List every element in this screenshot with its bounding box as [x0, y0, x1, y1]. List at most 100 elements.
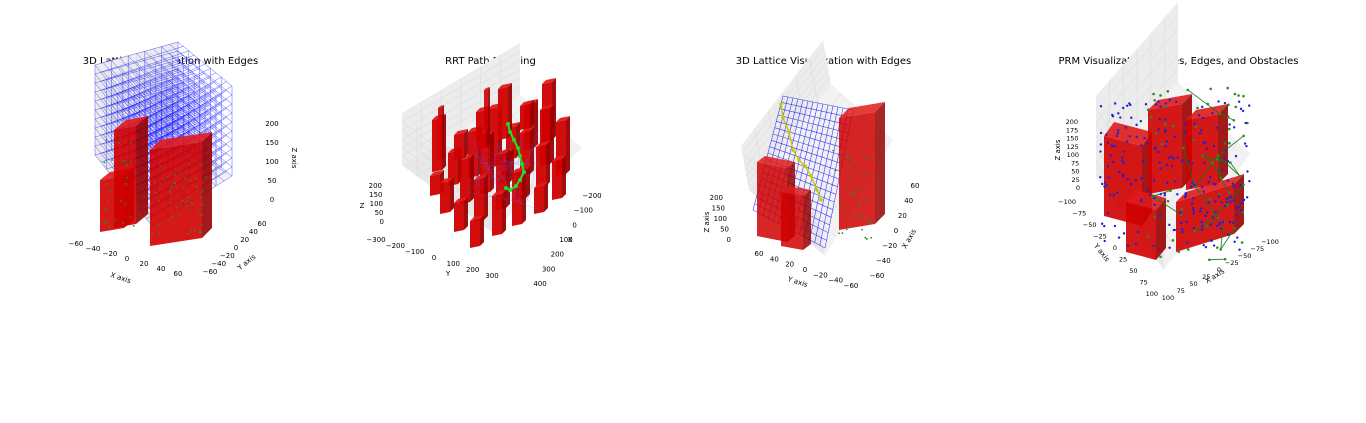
obstacle-top-face	[542, 78, 556, 84]
y-tick-label: 60	[755, 250, 764, 258]
prm-sample-node	[1109, 154, 1113, 157]
obstacle-side-face	[550, 104, 554, 164]
lattice-node	[126, 176, 128, 179]
prm-sample-node	[1237, 100, 1241, 103]
prm-node	[1208, 258, 1211, 262]
prm-sample-node	[1164, 145, 1167, 148]
prm-node	[1159, 255, 1162, 259]
prm-edge	[1182, 147, 1196, 187]
prm-sample-node	[1185, 220, 1188, 223]
prm-sample-node	[1116, 132, 1120, 135]
z-tick-label: 200	[1066, 118, 1078, 126]
lattice-node	[125, 163, 128, 166]
prm-sample-node	[1224, 149, 1227, 152]
prm-node	[1159, 94, 1162, 97]
obstacle-front-face	[476, 110, 486, 150]
prm-sample-node	[1174, 100, 1178, 104]
grid-line	[742, 47, 825, 154]
rrt-edge	[483, 148, 513, 165]
lattice-edge	[112, 54, 195, 87]
prm-sample-node	[1136, 231, 1140, 234]
prm-node	[1234, 105, 1238, 109]
lattice-node	[159, 165, 162, 168]
prm-sample-node	[1130, 116, 1133, 119]
lattice-node	[851, 193, 854, 196]
z-tick-label: 100	[1067, 151, 1079, 159]
prm-sample-node	[1122, 232, 1126, 235]
prm-sample-node	[1170, 165, 1174, 168]
obstacle-block	[470, 215, 484, 248]
lattice-node	[848, 157, 851, 160]
prm-node	[1223, 141, 1227, 145]
prm-sample-node	[1204, 245, 1208, 249]
y-tick-label: 75	[1139, 279, 1147, 287]
z-tick-label: 0	[380, 218, 384, 226]
chart-panel-4: PRM Visualization: Nodes, Edges, and Obs…	[1008, 0, 1349, 423]
prm-edge	[1209, 258, 1226, 261]
y-axis-label: Y axis	[235, 253, 257, 273]
prm-sample-node	[1203, 141, 1207, 144]
lattice-edge	[100, 55, 184, 82]
prm-node	[1227, 127, 1231, 131]
obstacle-top-face	[438, 105, 444, 108]
lattice-path-segment	[816, 189, 822, 201]
prm-sample-node	[1217, 195, 1220, 198]
lattice-node	[866, 199, 869, 202]
prm-sample-node	[1163, 194, 1167, 197]
z-tick-label: 100	[370, 200, 383, 208]
prm-sample-node	[1154, 103, 1158, 106]
y-tick-label: −60	[844, 282, 859, 290]
x-tick-label: 300	[542, 265, 555, 273]
prm-sample-node	[1099, 150, 1102, 153]
obstacle-front-face	[492, 194, 502, 236]
prm-sample-node	[1134, 178, 1138, 182]
obstacle-side-face	[502, 190, 506, 234]
prm-sample-node	[1167, 156, 1171, 160]
prm-sample-node	[1164, 118, 1167, 121]
obstacle-side-face	[450, 177, 454, 212]
prm-sample-node	[1126, 178, 1129, 181]
rrt-edge	[479, 163, 540, 167]
prm-sample-node	[1204, 214, 1207, 217]
lattice-node	[168, 219, 171, 222]
prm-edge	[1229, 162, 1241, 177]
prm-sample-node	[1212, 144, 1216, 148]
y-tick-label: −20	[220, 252, 235, 260]
lattice-node	[846, 156, 849, 159]
lattice-node	[181, 199, 184, 202]
x-tick-label: 50	[1189, 280, 1197, 288]
prm-sample-node	[1190, 181, 1194, 184]
prm-sample-node	[1235, 214, 1238, 217]
rrt-edge	[475, 140, 509, 206]
prm-sample-node	[1108, 194, 1112, 197]
prm-sample-node	[1200, 185, 1204, 189]
rrt-3d-plot: −200−1000100200300400X−300−200−100010020…	[360, 43, 602, 288]
lattice-node	[200, 214, 203, 216]
prm-sample-node	[1240, 209, 1243, 212]
prm-sample-node	[1202, 243, 1205, 247]
prm-node	[1194, 125, 1198, 129]
prm-sample-node	[1215, 126, 1218, 130]
prm-sample-node	[1203, 161, 1206, 165]
prm-sample-node	[1111, 113, 1114, 117]
prm-sample-node	[1245, 196, 1249, 199]
obstacle-block	[454, 197, 468, 232]
x-tick-label: −60	[870, 272, 885, 280]
x-tick-label: −20	[882, 242, 897, 250]
prm-sample-node	[1158, 117, 1161, 121]
lattice-node	[191, 202, 194, 205]
prm-sample-node	[1200, 207, 1203, 210]
obstacle-front-face	[474, 178, 484, 222]
x-tick-label: 100	[559, 236, 572, 244]
prm-sample-node	[1159, 193, 1162, 196]
prm-sample-node	[1176, 156, 1179, 159]
z-tick-label: 100	[714, 215, 727, 223]
prm-sample-node	[1193, 183, 1196, 187]
prm-sample-node	[1159, 167, 1162, 170]
rrt-path-segment	[505, 187, 511, 191]
prm-sample-node	[1122, 150, 1126, 153]
prm-sample-node	[1103, 181, 1107, 184]
z-axis-label: Z	[360, 202, 365, 210]
prm-sample-node	[1099, 175, 1102, 179]
y-tick-label: 20	[785, 261, 794, 269]
